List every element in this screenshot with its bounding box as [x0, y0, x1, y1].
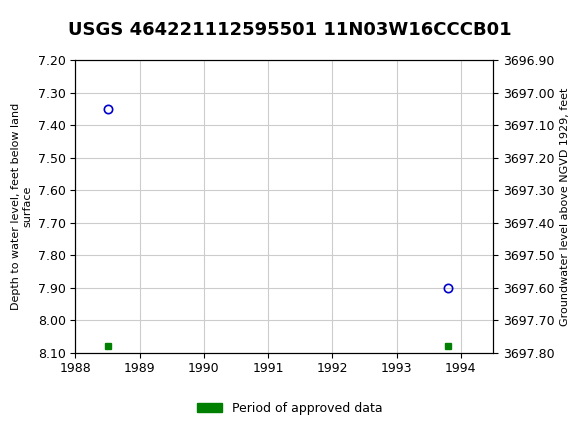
Text: USGS 464221112595501 11N03W16CCCB01: USGS 464221112595501 11N03W16CCCB01 [68, 21, 512, 39]
Text: ≡USGS: ≡USGS [17, 10, 72, 28]
Legend: Period of approved data: Period of approved data [192, 397, 388, 420]
Y-axis label: Groundwater level above NGVD 1929, feet: Groundwater level above NGVD 1929, feet [560, 87, 570, 326]
Y-axis label: Depth to water level, feet below land
surface: Depth to water level, feet below land su… [10, 103, 32, 310]
